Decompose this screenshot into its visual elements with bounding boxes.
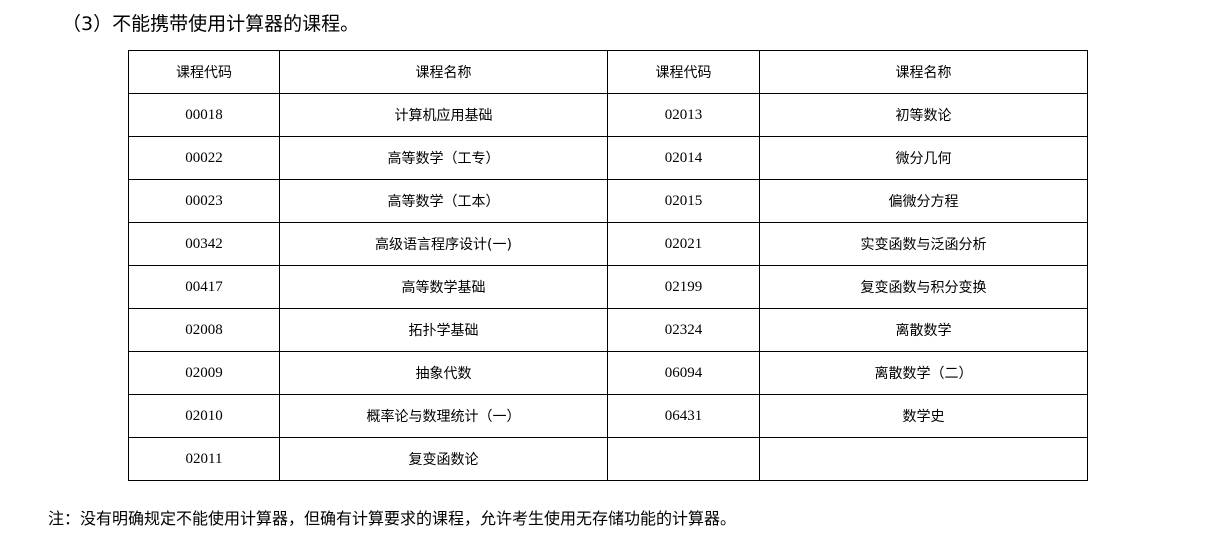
course-code-cell: 02009 (128, 351, 280, 395)
table-header-row: 课程代码 课程名称 课程代码 课程名称 (128, 50, 1088, 94)
course-name-cell: 微分几何 (759, 136, 1088, 180)
course-name-cell: 数学史 (759, 394, 1088, 438)
footnote: 注：没有明确规定不能使用计算器，但确有计算要求的课程，允许考生使用无存储功能的计… (48, 509, 737, 528)
section-heading: （3）不能携带使用计算器的课程。 (62, 13, 360, 35)
course-name-cell: 复变函数论 (279, 437, 608, 481)
course-name-cell: 概率论与数理统计（一） (279, 394, 608, 438)
course-code-cell: 02015 (607, 179, 760, 223)
course-code-cell: 02013 (607, 93, 760, 137)
course-name-cell: 高级语言程序设计(一) (279, 222, 608, 266)
course-name-cell: 高等数学（工专） (279, 136, 608, 180)
course-name-cell: 抽象代数 (279, 351, 608, 395)
table-row: 00417 高等数学基础 02199 复变函数与积分变换 (128, 265, 1088, 309)
course-code-cell: 02021 (607, 222, 760, 266)
table-row: 02008 拓扑学基础 02324 离散数学 (128, 308, 1088, 352)
course-name-cell: 偏微分方程 (759, 179, 1088, 223)
course-code-cell: 00022 (128, 136, 280, 180)
table-row: 02010 概率论与数理统计（一） 06431 数学史 (128, 394, 1088, 438)
course-name-cell: 离散数学 (759, 308, 1088, 352)
course-code-cell (607, 437, 760, 481)
course-table: 课程代码 课程名称 课程代码 课程名称 00018 计算机应用基础 02013 初等数论 000… (128, 50, 1088, 481)
course-code-cell: 06431 (607, 394, 760, 438)
course-name-cell: 拓扑学基础 (279, 308, 608, 352)
course-name-cell: 离散数学（二） (759, 351, 1088, 395)
course-code-cell: 02199 (607, 265, 760, 309)
table-row: 00022 高等数学（工专） 02014 微分几何 (128, 136, 1088, 180)
table-row: 00023 高等数学（工本） 02015 偏微分方程 (128, 179, 1088, 223)
course-name-cell: 实变函数与泛函分析 (759, 222, 1088, 266)
table-row: 02009 抽象代数 06094 离散数学（二） (128, 351, 1088, 395)
course-code-cell: 02014 (607, 136, 760, 180)
course-name-cell: 初等数论 (759, 93, 1088, 137)
course-name-cell: 高等数学（工本） (279, 179, 608, 223)
course-code-cell: 00417 (128, 265, 280, 309)
course-code-cell: 02324 (607, 308, 760, 352)
course-name-cell: 高等数学基础 (279, 265, 608, 309)
course-name-cell: 计算机应用基础 (279, 93, 608, 137)
course-code-cell: 02011 (128, 437, 280, 481)
course-code-cell: 02010 (128, 394, 280, 438)
column-header: 课程名称 (759, 50, 1088, 94)
table-row: 00018 计算机应用基础 02013 初等数论 (128, 93, 1088, 137)
table-row: 02011 复变函数论 (128, 437, 1088, 481)
column-header: 课程代码 (607, 50, 760, 94)
course-name-cell (759, 437, 1088, 481)
column-header: 课程代码 (128, 50, 280, 94)
course-code-cell: 00023 (128, 179, 280, 223)
course-code-cell: 00342 (128, 222, 280, 266)
table-row: 00342 高级语言程序设计(一) 02021 实变函数与泛函分析 (128, 222, 1088, 266)
course-name-cell: 复变函数与积分变换 (759, 265, 1088, 309)
course-code-cell: 02008 (128, 308, 280, 352)
course-code-cell: 06094 (607, 351, 760, 395)
course-code-cell: 00018 (128, 93, 280, 137)
column-header: 课程名称 (279, 50, 608, 94)
